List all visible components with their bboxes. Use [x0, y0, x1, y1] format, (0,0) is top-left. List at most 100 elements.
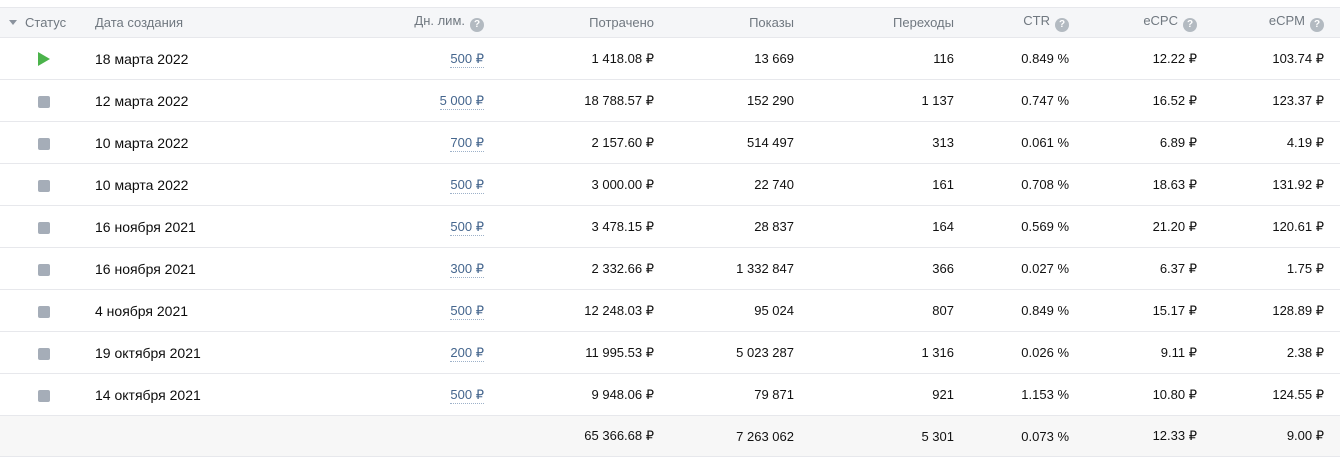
status-cell — [0, 121, 95, 164]
question-mark-icon[interactable]: ? — [1055, 18, 1069, 32]
daily-limit-cell: 500 ₽ — [390, 373, 500, 416]
totals-ecpc: 12.33 ₽ — [1085, 415, 1213, 457]
column-header-ecpc[interactable]: eCPC? — [1085, 7, 1213, 38]
status-stopped-square-icon[interactable] — [38, 389, 50, 402]
totals-spent: 65 366.68 ₽ — [500, 415, 670, 457]
ctr-value: 0.708 % — [970, 163, 1085, 206]
clicks-value: 161 — [810, 163, 970, 206]
spent-value: 1 418.08 ₽ — [500, 37, 670, 80]
clicks-value: 807 — [810, 289, 970, 332]
daily-limit-link[interactable]: 5 000 ₽ — [439, 92, 484, 110]
column-header-ctr[interactable]: CTR? — [970, 7, 1085, 38]
question-mark-icon[interactable]: ? — [1183, 18, 1197, 32]
status-cell — [0, 37, 95, 80]
status-stopped-square-icon[interactable] — [38, 179, 50, 192]
column-label-created: Дата создания — [95, 15, 184, 30]
campaign-row[interactable]: 4 ноября 2021 500 ₽ 12 248.03 ₽ 95 024 8… — [0, 289, 1340, 332]
totals-empty-cell — [95, 415, 390, 457]
campaign-created-date: 4 ноября 2021 — [95, 289, 390, 332]
totals-ctr: 0.073 % — [970, 415, 1085, 457]
column-header-daily-limit[interactable]: Дн. лим.? — [390, 7, 500, 38]
daily-limit-cell: 300 ₽ — [390, 247, 500, 290]
clicks-value: 1 137 — [810, 79, 970, 122]
column-label-ctr: CTR — [1023, 13, 1050, 28]
status-cell — [0, 331, 95, 374]
campaign-created-date: 12 марта 2022 — [95, 79, 390, 122]
impressions-value: 22 740 — [670, 163, 810, 206]
ecpc-value: 21.20 ₽ — [1085, 205, 1213, 248]
spent-value: 12 248.03 ₽ — [500, 289, 670, 332]
column-label-spent: Потрачено — [589, 15, 654, 30]
daily-limit-cell: 500 ₽ — [390, 289, 500, 332]
daily-limit-link[interactable]: 500 ₽ — [450, 302, 484, 320]
impressions-value: 95 024 — [670, 289, 810, 332]
campaign-row[interactable]: 10 марта 2022 700 ₽ 2 157.60 ₽ 514 497 3… — [0, 121, 1340, 164]
spent-value: 2 332.66 ₽ — [500, 247, 670, 290]
clicks-value: 921 — [810, 373, 970, 416]
column-header-created[interactable]: Дата создания — [95, 7, 390, 38]
ctr-value: 0.747 % — [970, 79, 1085, 122]
question-mark-icon[interactable]: ? — [1310, 18, 1324, 32]
daily-limit-link[interactable]: 200 ₽ — [450, 344, 484, 362]
column-header-impressions[interactable]: Показы — [670, 7, 810, 38]
daily-limit-link[interactable]: 700 ₽ — [450, 134, 484, 152]
daily-limit-link[interactable]: 500 ₽ — [450, 218, 484, 236]
column-label-daily-limit: Дн. лим. — [414, 13, 465, 28]
status-stopped-square-icon[interactable] — [38, 95, 50, 108]
table-header-row: Статус Дата создания Дн. лим.? Потрачено… — [0, 7, 1340, 38]
status-cell — [0, 289, 95, 332]
campaign-created-date: 18 марта 2022 — [95, 37, 390, 80]
daily-limit-cell: 500 ₽ — [390, 205, 500, 248]
daily-limit-link[interactable]: 500 ₽ — [450, 386, 484, 404]
ctr-value: 0.569 % — [970, 205, 1085, 248]
status-stopped-square-icon[interactable] — [38, 347, 50, 360]
campaign-created-date: 19 октября 2021 — [95, 331, 390, 374]
ctr-value: 0.061 % — [970, 121, 1085, 164]
clicks-value: 366 — [810, 247, 970, 290]
campaign-row[interactable]: 16 ноября 2021 300 ₽ 2 332.66 ₽ 1 332 84… — [0, 247, 1340, 290]
column-header-clicks[interactable]: Переходы — [810, 7, 970, 38]
spent-value: 3 478.15 ₽ — [500, 205, 670, 248]
ecpc-value: 10.80 ₽ — [1085, 373, 1213, 416]
daily-limit-cell: 500 ₽ — [390, 163, 500, 206]
column-label-clicks: Переходы — [893, 15, 954, 30]
daily-limit-link[interactable]: 300 ₽ — [450, 260, 484, 278]
column-label-ecpc: eCPC — [1143, 13, 1178, 28]
ctr-value: 0.849 % — [970, 289, 1085, 332]
status-stopped-square-icon[interactable] — [38, 137, 50, 150]
status-cell — [0, 79, 95, 122]
daily-limit-link[interactable]: 500 ₽ — [450, 176, 484, 194]
status-stopped-square-icon[interactable] — [38, 221, 50, 234]
chevron-down-icon[interactable] — [9, 20, 17, 25]
totals-row: 65 366.68 ₽ 7 263 062 5 301 0.073 % 12.3… — [0, 415, 1340, 457]
impressions-value: 5 023 287 — [670, 331, 810, 374]
spent-value: 2 157.60 ₽ — [500, 121, 670, 164]
daily-limit-link[interactable]: 500 ₽ — [450, 50, 484, 68]
column-header-spent[interactable]: Потрачено — [500, 7, 670, 38]
column-header-ecpm[interactable]: eCPM? — [1213, 7, 1340, 38]
status-active-play-icon[interactable] — [38, 52, 50, 67]
ecpc-value: 6.89 ₽ — [1085, 121, 1213, 164]
column-header-status[interactable]: Статус — [0, 7, 95, 38]
spent-value: 3 000.00 ₽ — [500, 163, 670, 206]
campaign-row[interactable]: 18 марта 2022 500 ₽ 1 418.08 ₽ 13 669 11… — [0, 37, 1340, 80]
ecpm-value: 2.38 ₽ — [1213, 331, 1340, 374]
campaign-row[interactable]: 12 марта 2022 5 000 ₽ 18 788.57 ₽ 152 29… — [0, 79, 1340, 122]
campaign-row[interactable]: 14 октября 2021 500 ₽ 9 948.06 ₽ 79 871 … — [0, 373, 1340, 416]
status-cell — [0, 205, 95, 248]
spent-value: 18 788.57 ₽ — [500, 79, 670, 122]
clicks-value: 164 — [810, 205, 970, 248]
question-mark-icon[interactable]: ? — [470, 18, 484, 32]
campaign-created-date: 10 марта 2022 — [95, 163, 390, 206]
status-stopped-square-icon[interactable] — [38, 305, 50, 318]
ecpc-value: 15.17 ₽ — [1085, 289, 1213, 332]
campaign-row[interactable]: 16 ноября 2021 500 ₽ 3 478.15 ₽ 28 837 1… — [0, 205, 1340, 248]
campaign-row[interactable]: 19 октября 2021 200 ₽ 11 995.53 ₽ 5 023 … — [0, 331, 1340, 374]
campaign-created-date: 10 марта 2022 — [95, 121, 390, 164]
status-stopped-square-icon[interactable] — [38, 263, 50, 276]
daily-limit-cell: 700 ₽ — [390, 121, 500, 164]
impressions-value: 13 669 — [670, 37, 810, 80]
campaign-row[interactable]: 10 марта 2022 500 ₽ 3 000.00 ₽ 22 740 16… — [0, 163, 1340, 206]
campaigns-table: Статус Дата создания Дн. лим.? Потрачено… — [0, 7, 1340, 457]
spent-value: 11 995.53 ₽ — [500, 331, 670, 374]
